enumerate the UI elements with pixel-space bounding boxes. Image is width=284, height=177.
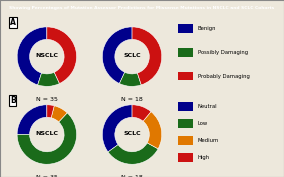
Wedge shape: [17, 27, 47, 85]
Text: N = 18: N = 18: [121, 175, 143, 177]
Text: SCLC: SCLC: [123, 53, 141, 58]
Text: Low: Low: [198, 121, 208, 126]
Bar: [178, 119, 193, 128]
Text: A: A: [10, 18, 16, 27]
Text: Neutral: Neutral: [198, 104, 217, 109]
Bar: [178, 153, 193, 162]
Wedge shape: [38, 72, 60, 86]
Wedge shape: [17, 113, 77, 164]
Wedge shape: [102, 27, 132, 84]
Wedge shape: [132, 27, 162, 85]
Text: High: High: [198, 155, 210, 160]
Wedge shape: [47, 105, 54, 118]
Bar: [178, 102, 193, 111]
Text: N = 18: N = 18: [121, 97, 143, 102]
Text: N = 35: N = 35: [36, 97, 58, 102]
Text: N = 35: N = 35: [36, 175, 58, 177]
Bar: [178, 24, 193, 33]
Text: SCLC: SCLC: [123, 130, 141, 136]
Wedge shape: [17, 105, 47, 135]
Wedge shape: [132, 105, 151, 121]
Text: Possibly Damaging: Possibly Damaging: [198, 50, 248, 55]
Bar: [178, 72, 193, 81]
Wedge shape: [47, 27, 77, 84]
Bar: [178, 48, 193, 57]
Wedge shape: [108, 143, 158, 164]
Wedge shape: [51, 106, 67, 122]
Wedge shape: [143, 112, 162, 149]
Bar: [178, 136, 193, 145]
Text: Showing Percentages of Mutation Assessor Predictions for Missense Mutations in N: Showing Percentages of Mutation Assessor…: [9, 6, 275, 10]
Text: Medium: Medium: [198, 138, 219, 143]
Wedge shape: [119, 72, 141, 86]
Text: Probably Damaging: Probably Damaging: [198, 74, 250, 79]
Text: B: B: [10, 96, 16, 105]
Text: NSCLC: NSCLC: [36, 53, 58, 58]
Text: Benign: Benign: [198, 26, 216, 31]
Wedge shape: [102, 105, 132, 152]
Text: NSCLC: NSCLC: [36, 130, 58, 136]
